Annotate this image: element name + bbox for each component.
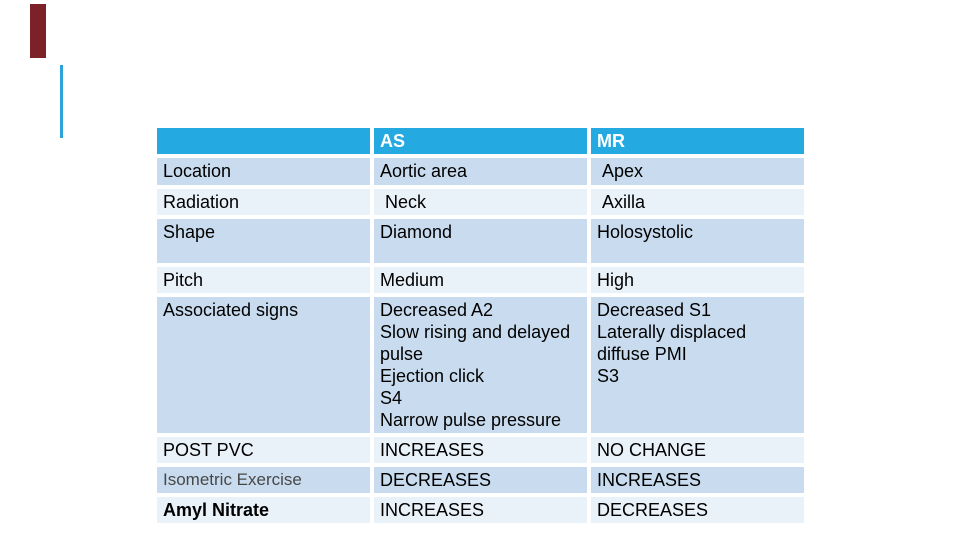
row-label-cell: Pitch	[157, 267, 370, 293]
row-label-cell: Radiation	[157, 189, 370, 215]
row-label-cell: Amyl Nitrate	[157, 497, 370, 523]
mr-value-cell: DECREASES	[591, 497, 804, 523]
as-value-cell: Neck	[374, 189, 587, 215]
row-label-cell: Shape	[157, 219, 370, 263]
table-row: Pitch Medium High	[157, 267, 804, 293]
blue-accent-line	[60, 65, 63, 138]
comparison-table: AS MR Location Aortic area Apex Radiatio…	[153, 124, 808, 527]
table-row: Associated signs Decreased A2 Slow risin…	[157, 297, 804, 433]
header-cell-empty	[157, 128, 370, 154]
row-label-cell: Location	[157, 158, 370, 185]
mr-value-cell: NO CHANGE	[591, 437, 804, 463]
table-row: Shape Diamond Holosystolic	[157, 219, 804, 263]
as-value-cell: INCREASES	[374, 437, 587, 463]
table-header-row: AS MR	[157, 128, 804, 154]
as-value-cell: DECREASES	[374, 467, 587, 493]
table-row: Isometric Exercise DECREASES INCREASES	[157, 467, 804, 493]
mr-value-cell: Holosystolic	[591, 219, 804, 263]
table-row: Radiation Neck Axilla	[157, 189, 804, 215]
row-label-cell: Isometric Exercise	[157, 467, 370, 493]
row-label-cell: Associated signs	[157, 297, 370, 433]
table-row: Location Aortic area Apex	[157, 158, 804, 185]
red-accent-bar	[30, 4, 46, 58]
header-cell-mr: MR	[591, 128, 804, 154]
table-row: POST PVC INCREASES NO CHANGE	[157, 437, 804, 463]
mr-value-cell: INCREASES	[591, 467, 804, 493]
mr-value-cell: Decreased S1 Laterally displaced diffuse…	[591, 297, 804, 433]
mr-value-cell: High	[591, 267, 804, 293]
table-row: Amyl Nitrate INCREASES DECREASES	[157, 497, 804, 523]
mr-value-cell: Axilla	[591, 189, 804, 215]
header-cell-as: AS	[374, 128, 587, 154]
mr-value-cell: Apex	[591, 158, 804, 185]
as-value-cell: Aortic area	[374, 158, 587, 185]
row-label-cell: POST PVC	[157, 437, 370, 463]
as-value-cell: Decreased A2 Slow rising and delayed pul…	[374, 297, 587, 433]
as-value-cell: Medium	[374, 267, 587, 293]
as-value-cell: INCREASES	[374, 497, 587, 523]
as-value-cell: Diamond	[374, 219, 587, 263]
